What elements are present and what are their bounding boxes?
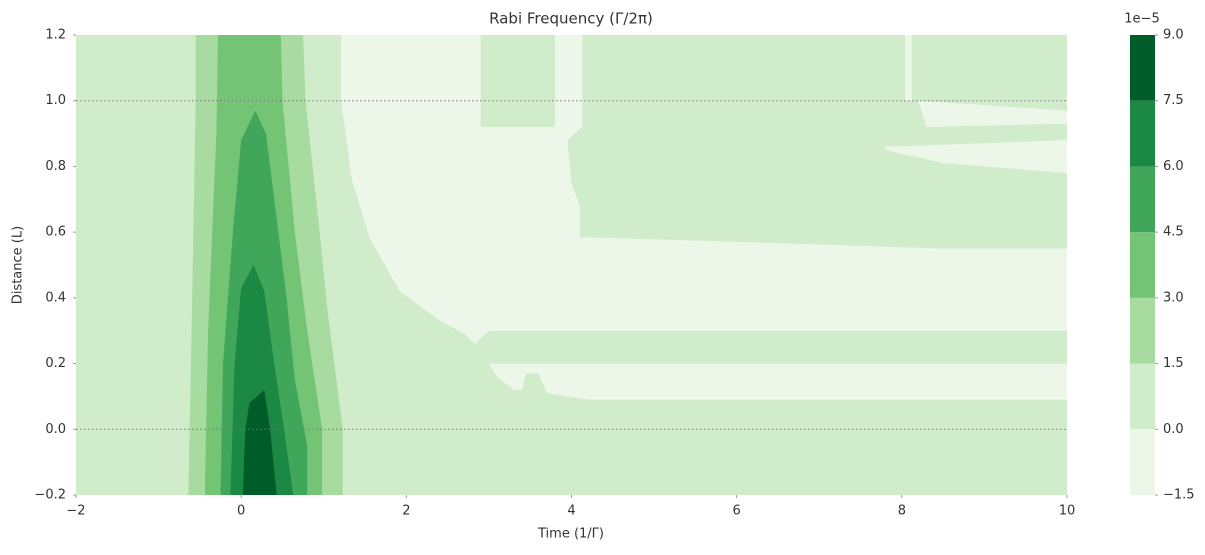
colorbar-tick-label: 0.0 — [1163, 422, 1184, 437]
colorbar-segment — [1130, 35, 1155, 101]
y-tick-label: 0.2 — [45, 356, 66, 371]
colorbar-tick-label: 9.0 — [1163, 28, 1184, 43]
y-tick-label: 1.2 — [45, 28, 66, 43]
contour-region — [242, 389, 277, 495]
y-tick-label: 0.8 — [45, 159, 66, 174]
colorbar-tick-label: 4.5 — [1163, 225, 1184, 240]
contour-region — [905, 35, 912, 101]
chart-title: Rabi Frequency (Γ/2π) — [489, 10, 653, 28]
colorbar-segment — [1130, 363, 1155, 430]
y-tick-label: −0.2 — [34, 488, 66, 503]
colorbar-segment — [1130, 232, 1155, 298]
colorbar-segment — [1130, 100, 1155, 167]
colorbar-tick-label: −1.5 — [1163, 488, 1195, 503]
colorbar-offset: 1e−5 — [1124, 12, 1159, 27]
colorbar-segment — [1130, 166, 1155, 233]
x-tick-label: −2 — [66, 504, 85, 519]
colorbar-tick-label: 6.0 — [1163, 159, 1184, 174]
x-tick-label: 6 — [733, 504, 741, 519]
colorbar-segment — [1130, 297, 1155, 364]
y-tick-label: 1.0 — [45, 93, 66, 108]
x-tick-label: 10 — [1059, 504, 1076, 519]
x-tick-label: 8 — [898, 504, 906, 519]
contour-region — [488, 363, 1067, 400]
y-tick-label: 0.0 — [45, 422, 66, 437]
colorbar-segment — [1130, 429, 1155, 495]
y-tick-label: 0.6 — [45, 225, 66, 240]
x-tick-label: 2 — [402, 504, 410, 519]
y-tick-label: 0.4 — [45, 290, 66, 305]
x-axis-label: Time (1/Γ) — [537, 527, 604, 542]
colorbar-tick-label: 3.0 — [1163, 290, 1184, 305]
plot-area — [76, 35, 1067, 495]
contour-region — [918, 100, 1067, 127]
y-axis-label: Distance (L) — [11, 226, 26, 304]
contour-region — [341, 35, 1067, 344]
x-tick-label: 0 — [237, 504, 245, 519]
x-tick-label: 4 — [567, 504, 575, 519]
colorbar-tick-label: 7.5 — [1163, 93, 1184, 108]
contour-region — [885, 140, 1067, 173]
colorbar-tick-label: 1.5 — [1163, 356, 1184, 371]
